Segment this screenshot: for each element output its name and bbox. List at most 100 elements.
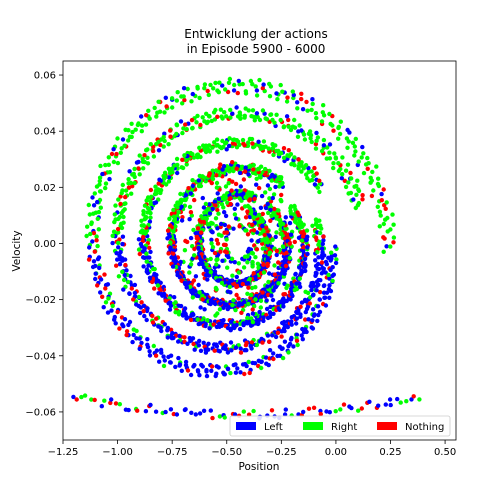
data-point [238,370,243,375]
data-point [184,157,189,163]
data-point [106,162,112,167]
data-point [179,94,184,99]
data-point [352,153,357,158]
data-point [141,309,146,314]
data-point [264,298,269,303]
data-point [161,363,167,369]
data-point [148,249,153,255]
data-point [228,340,234,345]
data-point [230,303,235,308]
data-point [269,408,275,413]
data-point [106,296,111,301]
data-point [239,198,244,203]
data-point [180,215,185,220]
data-point [281,146,287,151]
data-point [268,218,273,223]
data-point [336,161,341,166]
data-point [310,97,315,102]
data-point [121,201,127,207]
data-point [213,107,218,113]
data-point [243,89,248,94]
data-point [294,316,299,321]
data-point [167,300,173,305]
data-point [123,127,128,132]
data-point [360,144,365,150]
data-point [251,162,256,168]
data-point [179,165,184,170]
data-point [319,260,325,265]
data-point [103,282,109,288]
data-point [151,343,156,349]
data-point [71,394,76,400]
data-point [109,151,115,157]
data-point [202,82,208,87]
data-point [87,245,92,250]
data-point [388,402,393,408]
data-point [213,216,219,221]
data-point [381,235,386,240]
data-point [196,282,201,288]
data-point [225,289,231,294]
data-point [321,103,326,108]
data-point [248,78,254,84]
data-point [213,301,218,307]
data-point [124,332,129,338]
data-point [95,199,100,205]
data-point [266,210,271,216]
data-point [220,167,225,172]
data-point [156,99,161,105]
data-point [342,178,347,183]
data-point [97,178,103,184]
data-point [142,217,147,222]
data-point [299,128,304,133]
data-point [229,348,234,353]
data-point [208,269,213,275]
data-point [180,157,185,162]
data-point [132,180,137,186]
data-point [157,359,162,364]
data-point [271,192,277,197]
data-point [391,222,396,227]
data-point [254,111,260,116]
data-point [317,178,322,183]
data-point [230,179,235,184]
data-point [281,124,287,129]
data-point [178,119,184,124]
data-point [327,111,332,117]
data-point [178,259,183,265]
data-point [270,117,275,123]
data-point [106,155,112,160]
data-point [255,261,261,266]
data-point [311,405,317,410]
data-point [272,272,278,277]
data-point [323,259,329,265]
data-point [197,145,202,150]
data-point [311,313,317,318]
data-point [138,241,144,247]
data-point [257,220,262,225]
data-point [250,311,256,316]
data-point [175,200,180,205]
data-point [250,108,256,113]
data-point [117,402,123,407]
data-point [204,373,210,379]
data-point [258,305,263,310]
data-point [180,312,185,317]
data-point [141,166,146,171]
data-point [182,335,187,340]
data-point [290,89,295,94]
data-point [221,164,227,169]
data-point [116,274,122,279]
data-point [359,155,364,160]
data-point [273,234,278,240]
data-point [225,350,231,355]
data-point [294,286,300,292]
data-point [303,309,308,315]
data-point [103,162,108,168]
data-point [214,262,219,267]
data-point [214,185,220,190]
data-point [207,211,213,216]
data-point [261,270,267,275]
data-point [271,351,276,356]
data-point [134,328,139,334]
